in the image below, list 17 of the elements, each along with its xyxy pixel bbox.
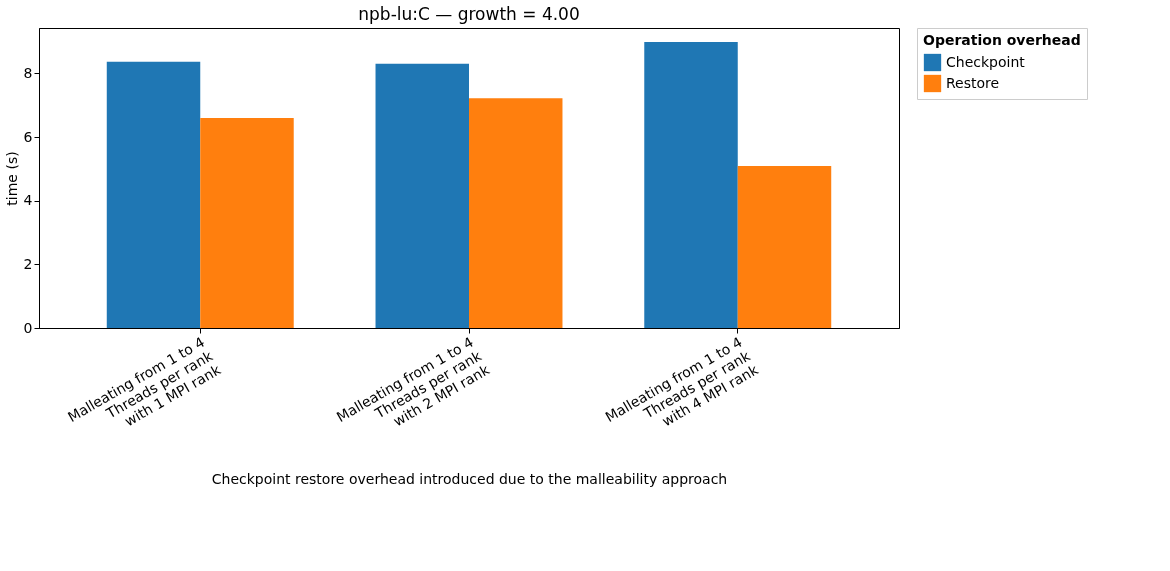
bar — [375, 63, 469, 328]
y-tick-label: 4 — [23, 192, 33, 209]
y-tick-label: 6 — [23, 128, 33, 145]
chart-title: npb-lu:C — growth = 4.00 — [358, 3, 580, 24]
y-tick-label: 2 — [23, 255, 33, 272]
y-axis-title: time (s) — [3, 151, 20, 206]
bar — [200, 118, 294, 328]
y-tick-label: 8 — [23, 64, 33, 81]
x-axis-title: Checkpoint restore overhead introduced due to the malleability approach — [211, 470, 728, 487]
bar — [106, 61, 201, 328]
y-tick-label: 0 — [23, 319, 33, 336]
legend-label: Restore — [946, 74, 1000, 91]
legend-label: Checkpoint — [946, 53, 1026, 70]
bar — [644, 42, 738, 328]
bar — [737, 166, 832, 328]
legend-title: Operation overhead — [923, 32, 1081, 48]
bar — [469, 98, 563, 328]
